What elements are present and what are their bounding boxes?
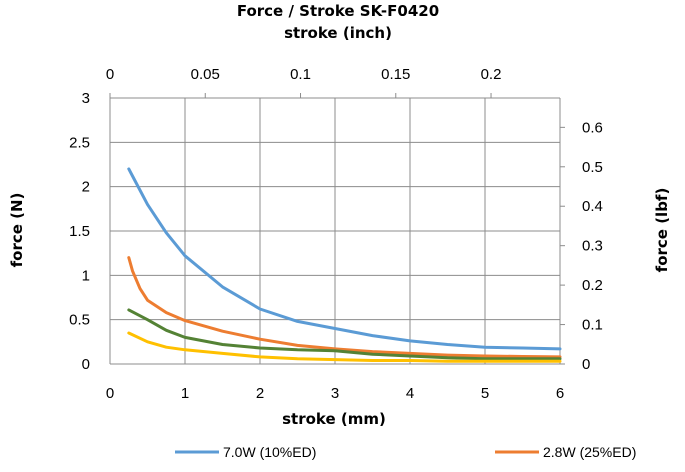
tick-labels: 0 1 2 3 4 5 600.511.522.530 0.05 0.1 0.15 0.200.10…: [69, 66, 603, 402]
x-tick-label: 1: [181, 385, 189, 402]
x-tick-label: 5: [481, 385, 489, 402]
x2-tick-label: 0: [106, 66, 114, 83]
y-tick-label: 0: [82, 356, 90, 373]
y2-tick-label: 0.3: [582, 238, 603, 255]
y-tick-label: 2.5: [69, 134, 90, 151]
y-tick-label: 1: [82, 267, 90, 284]
top-axis-title: stroke (inch): [284, 24, 392, 42]
x-tick-label: 6: [556, 385, 564, 402]
right-axis-title: force (lbf): [653, 188, 671, 273]
x2-tick-label: 0.05: [191, 66, 220, 83]
series-lines: [127, 167, 562, 363]
bottom-axis-title: stroke (mm): [282, 410, 386, 428]
x-tick-label: 4: [406, 385, 414, 402]
y-tick-label: 3: [82, 90, 90, 107]
x-tick-label: 0: [106, 385, 114, 402]
x2-tick-label: 0.2: [481, 66, 502, 83]
y-tick-label: 0.5: [69, 312, 90, 329]
left-axis-title: force (N): [8, 193, 26, 268]
series-line-4: [127, 331, 562, 363]
chart-title: Force / Stroke SK-F0420: [237, 2, 439, 20]
y2-tick-label: 0.1: [582, 317, 603, 334]
x2-tick-label: 0.1: [290, 66, 311, 83]
gridlines: [109, 93, 565, 365]
y2-tick-label: 0.5: [582, 159, 603, 176]
x2-tick-label: 0.15: [381, 66, 410, 83]
x-tick-label: 2: [256, 385, 264, 402]
legend-label: 2.8W (25%ED): [543, 444, 636, 460]
y2-tick-label: 0.4: [582, 198, 603, 215]
y2-tick-label: 0: [582, 356, 590, 373]
legend: 7.0W (10%ED) 2.8W (25%ED): [175, 444, 636, 460]
series-line-2: [127, 256, 562, 359]
y2-tick-label: 0.6: [582, 119, 603, 136]
series-line-1: [127, 167, 562, 351]
y2-tick-label: 0.2: [582, 277, 603, 294]
series-line-3: [127, 308, 562, 361]
x-tick-label: 3: [331, 385, 339, 402]
legend-label: 7.0W (10%ED): [223, 444, 316, 460]
y-tick-label: 1.5: [69, 223, 90, 240]
y-tick-label: 2: [82, 179, 90, 196]
